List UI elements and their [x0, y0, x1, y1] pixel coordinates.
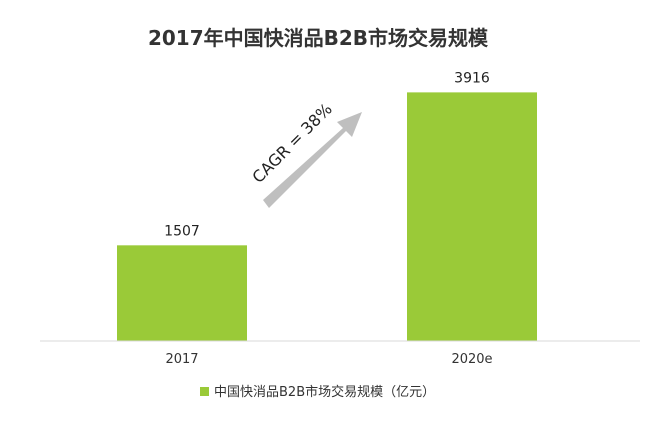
value-label-2020e: 3916 [454, 70, 490, 86]
cagr-annotation: CAGR = 38% [248, 99, 362, 208]
cagr-arrow [263, 112, 362, 208]
x-tick-labels-group: 2017 2020e [165, 352, 492, 367]
x-tick-label-2020e: 2020e [451, 352, 492, 367]
bar-2020e [407, 92, 537, 341]
legend: 中国快消品B2B市场交易规模（亿元） [200, 384, 435, 400]
cagr-label: CAGR = 38% [248, 99, 335, 186]
legend-swatch [200, 387, 209, 396]
bar-2017 [117, 245, 247, 341]
x-tick-label-2017: 2017 [165, 352, 198, 367]
value-labels-group: 1507 3916 [164, 70, 490, 239]
chart-title: 2017年中国快消品B2B市场交易规模 [148, 26, 489, 50]
legend-label: 中国快消品B2B市场交易规模（亿元） [214, 384, 435, 400]
bars-group [117, 92, 537, 341]
value-label-2017: 1507 [164, 223, 200, 239]
